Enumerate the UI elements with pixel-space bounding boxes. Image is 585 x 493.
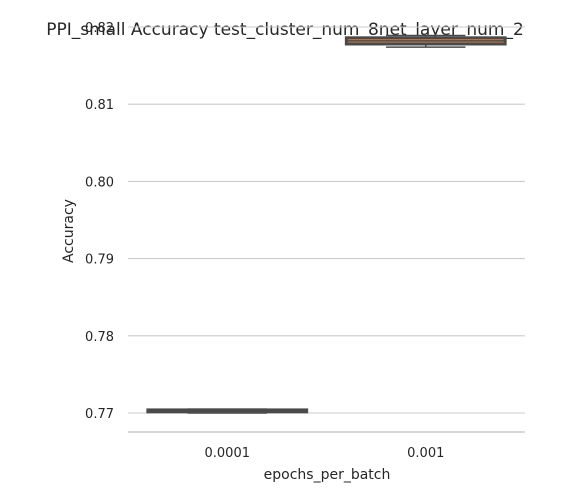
y-tick-label: 0.78 <box>85 330 114 345</box>
box-0.001 <box>344 34 507 48</box>
grid <box>128 26 525 414</box>
y-tick-labels: 0.77 0.78 0.79 0.80 0.81 0.82 <box>85 21 114 422</box>
y-tick-label: 0.82 <box>85 21 114 36</box>
y-tick-label: 0.80 <box>85 175 114 190</box>
x-tick-label: 0.001 <box>407 446 444 461</box>
y-tick-label: 0.81 <box>85 98 114 113</box>
box-0.0001 <box>146 408 309 414</box>
x-tick-labels: 0.0001 0.001 <box>205 446 445 461</box>
box-plots <box>146 34 507 414</box>
y-tick-label: 0.79 <box>85 253 114 268</box>
x-axis-label: epochs_per_batch <box>264 467 391 483</box>
x-tick-label: 0.0001 <box>205 446 251 461</box>
y-axis-label: Accuracy <box>61 199 77 263</box>
y-tick-label: 0.77 <box>85 407 114 422</box>
